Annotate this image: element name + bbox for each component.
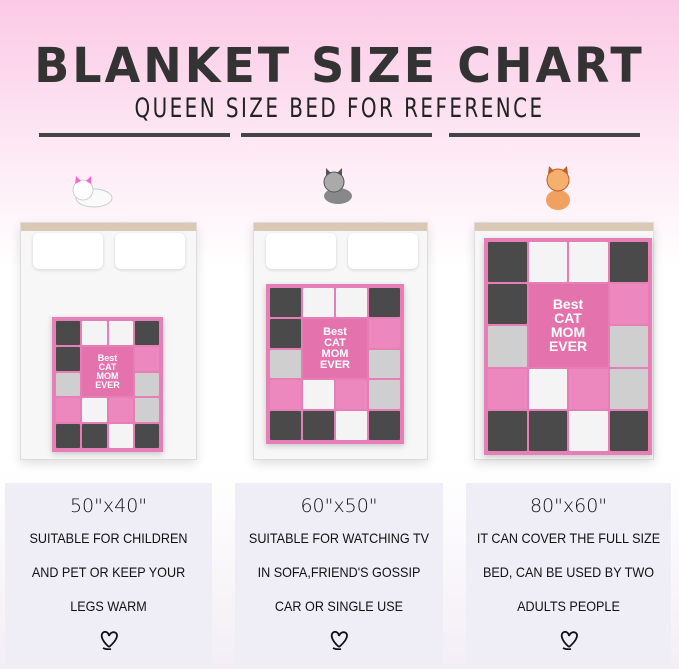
size-card-60x50: 60"x50" SUITABLE FOR WATCHING TV IN SOFA,… [235,483,443,664]
size-description: SUITABLE FOR WATCHING TV IN SOFA,FRIEND'S… [248,530,430,614]
size-label: 60"x50" [300,495,378,517]
size-card-50x40: 50"x40" SUITABLE FOR CHILDREN AND PET OR … [5,483,212,664]
blanket-60x50: Best CAT MOM EVER [266,284,404,444]
orange-cat-icon [546,166,570,210]
divider [241,133,432,137]
size-description: IT CAN COVER THE FULL SIZE BED, CAN BE US… [476,530,661,614]
divider [39,133,230,137]
page-subtitle: QUEEN SIZE BED FOR REFERENCE [134,93,545,124]
heart-icon [560,630,578,650]
divider [449,133,640,137]
page-title: BLANKET SIZE CHART [34,36,645,94]
size-card-80x60: 80"x60" IT CAN COVER THE FULL SIZE BED, C… [466,483,671,664]
size-description: SUITABLE FOR CHILDREN AND PET OR KEEP YOU… [29,530,188,614]
heart-icon [330,630,348,650]
blanket-80x60: Best CAT MOM EVER [484,238,652,455]
grey-cat-icon [323,168,352,204]
size-label: 50"x40" [69,495,148,517]
blanket-50x40: Best CAT MOM EVER [52,317,163,452]
heart-icon [100,630,118,650]
size-label: 80"x60" [529,495,608,517]
white-cat-icon [72,176,113,208]
